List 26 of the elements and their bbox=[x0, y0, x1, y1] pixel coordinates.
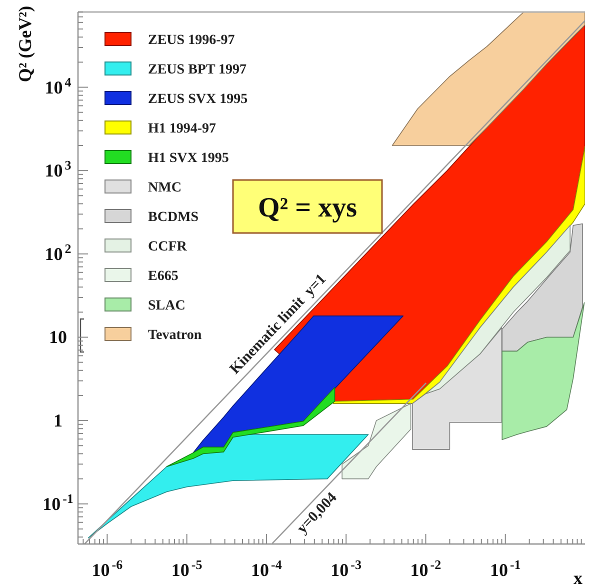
x-tick-label: 10$^{-1}$ bbox=[490, 556, 521, 580]
legend-label: ZEUS 1996-97 bbox=[148, 33, 235, 48]
legend-label: H1 1994-97 bbox=[148, 122, 216, 136]
legend-label: E665 bbox=[148, 269, 178, 284]
y-axis-title: Q² (GeV²) bbox=[15, 6, 35, 82]
x-tick-label: 10$^{-4}$ bbox=[251, 556, 282, 580]
annotation: Q² = xys bbox=[258, 192, 358, 224]
y-tick-label: 10$^{-1}$ bbox=[42, 490, 74, 514]
legend-label: ZEUS SVX 1995 bbox=[148, 92, 248, 107]
x-tick-label: 10$^{-6}$ bbox=[92, 556, 124, 580]
legend-label: SLAC bbox=[148, 298, 186, 314]
legend-label: NMC bbox=[148, 180, 182, 196]
legend-label: CCFR bbox=[148, 240, 188, 254]
legend-label: BCDMS bbox=[148, 210, 199, 225]
y-tick-label: 10 bbox=[49, 327, 67, 348]
legend-label: H1 SVX 1995 bbox=[148, 151, 229, 166]
x-tick-label: 10$^{-5}$ bbox=[171, 556, 203, 580]
legend-label: ZEUS BPT 1997 bbox=[148, 62, 247, 78]
y-tick-label: 1 bbox=[54, 410, 62, 431]
x-axis-title: x bbox=[574, 568, 582, 588]
x-tick-label: 10$^{-3}$ bbox=[330, 556, 362, 580]
legend-label: Tevatron bbox=[148, 328, 202, 343]
y-tick-label: 10$^{3}$ bbox=[44, 157, 72, 181]
y-tick-label: 10$^{2}$ bbox=[44, 240, 72, 264]
y-tick-label: 10$^{4}$ bbox=[44, 74, 72, 98]
x-tick-label: 10$^{-2}$ bbox=[410, 556, 442, 580]
